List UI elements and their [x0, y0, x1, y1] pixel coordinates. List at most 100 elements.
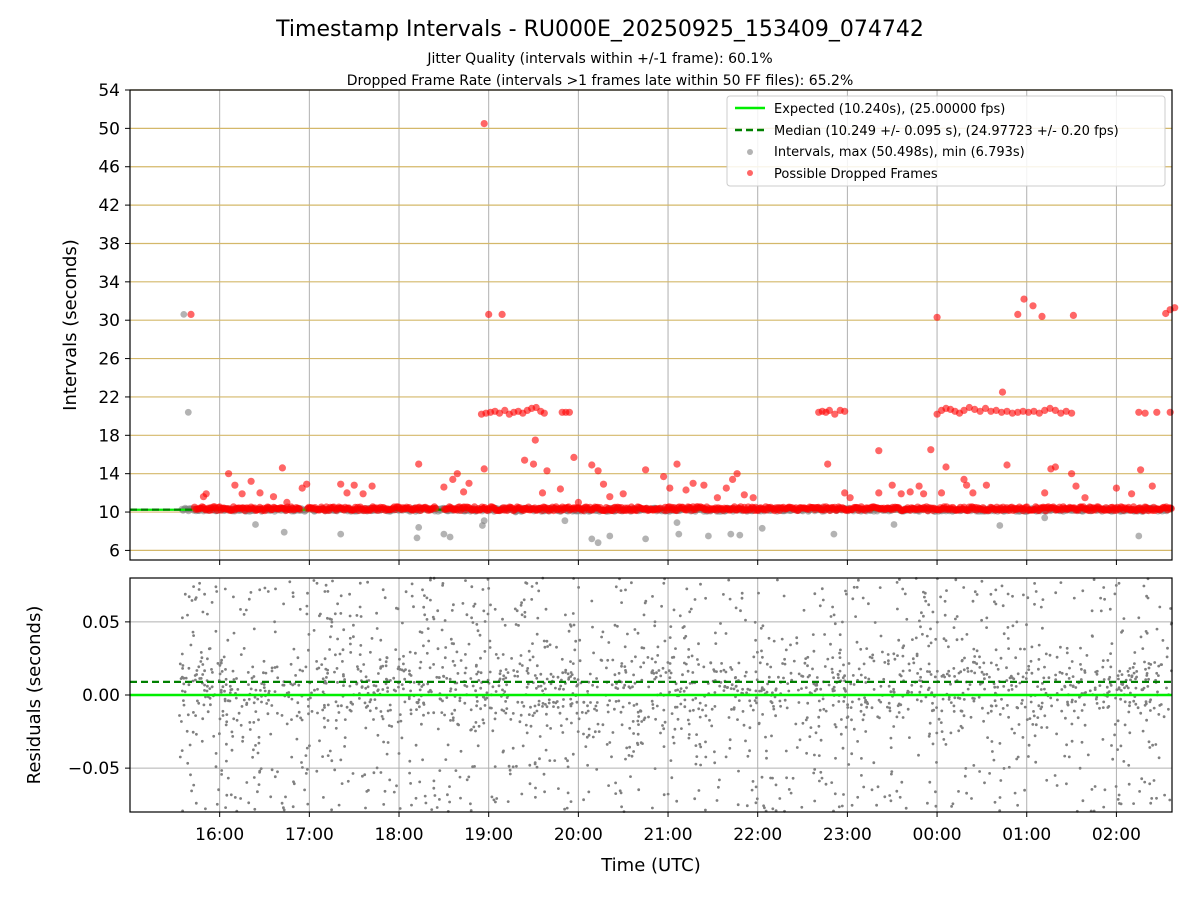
residual-point: [1033, 734, 1037, 738]
residual-point: [695, 733, 698, 736]
residual-point: [381, 717, 385, 721]
residual-point: [991, 750, 994, 753]
residual-point: [980, 579, 984, 583]
residual-point: [651, 806, 654, 810]
dropped-frame-point: [570, 453, 578, 461]
residual-point: [1163, 793, 1166, 797]
residual-point: [569, 671, 573, 674]
residual-point: [637, 715, 641, 718]
residual-point: [754, 801, 758, 805]
residual-point: [421, 758, 424, 762]
residual-point: [455, 650, 459, 654]
dropped-frame-point: [543, 467, 551, 475]
dropped-frame-point: [278, 464, 286, 472]
residual-point: [1123, 700, 1127, 704]
residual-point: [240, 705, 244, 708]
residual-point: [289, 682, 293, 686]
residual-point: [865, 647, 869, 650]
residual-point: [403, 700, 407, 704]
residual-point: [330, 808, 333, 812]
residual-point: [998, 713, 1002, 716]
residual-point: [230, 748, 234, 752]
residual-point: [394, 648, 398, 651]
residual-point: [358, 653, 362, 656]
residual-point: [889, 799, 893, 803]
dropped-frame-point: [689, 479, 697, 487]
residual-point: [298, 668, 302, 672]
residual-point: [690, 654, 694, 658]
residual-point: [1114, 584, 1118, 587]
residual-point: [469, 677, 473, 680]
residual-point: [182, 676, 186, 680]
residual-point: [640, 720, 644, 723]
residual-point: [1045, 778, 1049, 782]
residual-point: [758, 661, 762, 665]
residual-point: [994, 588, 998, 592]
residual-point: [210, 685, 214, 689]
dropped-frame-point: [238, 490, 246, 498]
residual-point: [889, 736, 893, 740]
residual-point: [935, 620, 939, 624]
residual-point: [1022, 593, 1025, 597]
residual-point: [535, 676, 539, 680]
residual-point: [533, 704, 537, 708]
residual-point: [972, 699, 976, 703]
residual-point: [301, 766, 304, 769]
residual-point: [687, 655, 690, 659]
residual-point: [935, 731, 939, 735]
residual-point: [823, 665, 827, 668]
residual-point: [837, 805, 841, 809]
residual-point: [512, 669, 516, 672]
residual-point: [662, 581, 666, 585]
residual-point: [252, 675, 256, 678]
residual-point: [832, 676, 835, 680]
residual-point: [345, 705, 349, 709]
residual-point: [415, 701, 419, 704]
residual-point: [180, 749, 184, 752]
residual-point: [438, 769, 442, 772]
residual-point: [809, 726, 813, 729]
residual-point: [561, 705, 565, 708]
dropped-frame-point: [606, 493, 614, 501]
residual-point: [935, 706, 938, 709]
residual-point: [734, 606, 738, 610]
residual-point: [889, 746, 893, 749]
residual-point: [1055, 655, 1059, 659]
residual-point: [724, 632, 728, 635]
residual-point: [1034, 590, 1038, 593]
residual-point: [1135, 670, 1139, 673]
residual-point: [435, 806, 439, 809]
residual-point: [294, 674, 297, 677]
residual-point: [613, 707, 616, 711]
residual-point: [846, 703, 849, 707]
residual-point: [887, 662, 890, 666]
residual-point: [769, 776, 772, 780]
residual-point: [422, 683, 425, 687]
residual-point: [282, 808, 286, 812]
residual-point: [1144, 667, 1147, 671]
residual-point: [687, 722, 691, 726]
residual-point: [320, 663, 324, 666]
residual-point: [228, 684, 232, 688]
residual-point: [359, 644, 363, 647]
residual-point: [965, 633, 969, 636]
residual-point: [1040, 726, 1043, 729]
residual-point: [875, 803, 878, 807]
residual-point: [666, 661, 670, 664]
residual-point: [806, 675, 810, 679]
residual-point: [898, 795, 902, 799]
residual-point: [879, 700, 883, 704]
residual-point: [879, 684, 883, 688]
residual-point: [409, 689, 412, 693]
residual-point: [519, 603, 523, 607]
residual-point: [631, 720, 635, 723]
residual-point: [1145, 594, 1148, 598]
residual-point: [1055, 732, 1058, 736]
bottom-y-tick-label: 0.00: [82, 686, 120, 706]
residual-point: [565, 717, 569, 721]
residual-point: [528, 782, 532, 786]
residual-point: [668, 690, 671, 694]
residual-point: [348, 684, 352, 688]
residual-point: [521, 744, 525, 748]
residual-point: [659, 674, 663, 678]
